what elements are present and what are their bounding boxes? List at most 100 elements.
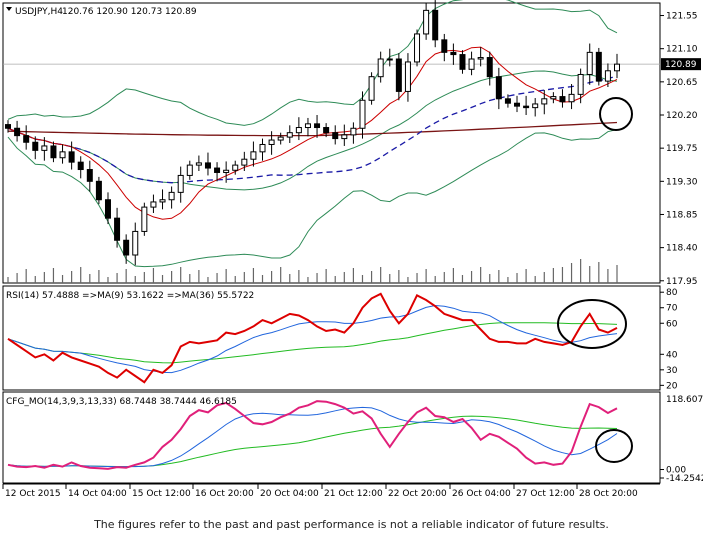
- mo-signal1-line: [7, 406, 618, 468]
- rsi-tick-label: 70: [666, 304, 678, 314]
- x-tick-label: 21 Oct 12:00: [324, 489, 383, 499]
- candle-body: [377, 58, 384, 78]
- fast-ma-line: [7, 46, 618, 220]
- rsi-tick-label: 40: [666, 350, 678, 360]
- rsi-tick-label: 80: [666, 288, 678, 298]
- rsi-line: [7, 292, 618, 384]
- candle-body: [586, 51, 593, 75]
- candle-body: [186, 164, 193, 176]
- mo-tick-label: 0.00: [666, 466, 686, 476]
- candle-body: [350, 127, 357, 136]
- mo-annotation-circle: [595, 429, 633, 463]
- candle-body: [250, 151, 257, 160]
- candle-body: [304, 123, 311, 129]
- price-tick-label: 121.10: [666, 45, 698, 55]
- candle-body: [341, 134, 348, 140]
- candle-body: [559, 96, 566, 103]
- rsi-tick-label: 20: [666, 381, 678, 391]
- price-tick-label: 121.55: [666, 12, 698, 22]
- candle-body: [77, 161, 84, 171]
- candle-body: [104, 199, 111, 219]
- candle-body: [132, 230, 139, 256]
- candle-body: [477, 57, 484, 60]
- candle-body: [514, 102, 521, 107]
- candle-body: [23, 135, 30, 143]
- candle-body: [423, 9, 430, 35]
- mo-panel-frame: [2, 391, 661, 484]
- candle-body: [86, 169, 93, 182]
- slow-ma-line: [7, 121, 618, 137]
- candle-body: [214, 167, 221, 173]
- x-tick-label: 15 Oct 12:00: [132, 489, 191, 499]
- candle-body: [50, 145, 57, 159]
- collapse-triangle-icon: [6, 7, 12, 11]
- candle-body: [314, 123, 321, 129]
- x-tick-label: 14 Oct 04:00: [68, 489, 127, 499]
- candle-body: [523, 105, 530, 109]
- candle-body: [195, 162, 202, 166]
- x-tick-label: 12 Oct 2015: [5, 489, 61, 499]
- candle-body: [432, 9, 439, 41]
- price-tick-label: 118.40: [666, 244, 698, 254]
- x-tick-label: 16 Oct 20:00: [195, 489, 254, 499]
- symbol-label: USDJPY,H4: [15, 7, 63, 17]
- candle-body: [123, 239, 130, 256]
- main-panel-frame: [2, 2, 661, 284]
- rsi-header: RSI(14) 57.4888 =>MA(9) 53.1622 =>MA(36)…: [6, 291, 254, 301]
- mo-line: [7, 400, 618, 470]
- ohlc-header: 120.76 120.90 120.73 120.89: [62, 7, 197, 17]
- candle-body: [468, 58, 475, 70]
- price-tick-label: 120.20: [666, 111, 698, 121]
- rsi-tick-label: 30: [666, 366, 678, 376]
- mo-signal2-line: [7, 415, 618, 468]
- candle-body: [332, 132, 339, 140]
- candle-body: [459, 54, 466, 70]
- x-tick-label: 27 Oct 12:00: [516, 489, 575, 499]
- candle-body: [68, 151, 75, 163]
- candle-body: [232, 164, 239, 171]
- x-tick-label: 20 Oct 04:00: [260, 489, 319, 499]
- rsi-tick-label: 60: [666, 319, 678, 329]
- rsi-annotation-circle: [557, 299, 627, 349]
- candle-body: [295, 127, 302, 134]
- candle-body: [386, 58, 393, 61]
- candle-body: [268, 139, 275, 145]
- candle-body: [541, 98, 548, 105]
- x-tick-label: 28 Oct 20:00: [579, 489, 638, 499]
- candle-body: [395, 58, 402, 92]
- candle-body: [504, 98, 511, 104]
- candle-body: [323, 127, 330, 134]
- price-tick-label: 119.75: [666, 144, 698, 154]
- candle-body: [14, 127, 21, 137]
- candle-body: [277, 136, 284, 141]
- candle-body: [114, 217, 121, 241]
- candle-body: [286, 132, 293, 138]
- candle-body: [368, 76, 375, 101]
- candle-body: [595, 51, 602, 82]
- candle-body: [414, 33, 421, 63]
- candle-body: [532, 103, 539, 109]
- candle-body: [577, 73, 584, 95]
- disclaimer-text: The figures refer to the past and past p…: [94, 518, 609, 531]
- price-tick-label: 118.85: [666, 210, 698, 220]
- rsi-ma9-line: [7, 304, 618, 374]
- candle-body: [359, 99, 366, 129]
- candle-body: [404, 61, 411, 92]
- candle-body: [168, 191, 175, 201]
- rsi-panel-frame: [2, 285, 661, 391]
- mid-ma-line: [7, 75, 618, 184]
- candle-body: [450, 51, 457, 56]
- price-tick-label: 120.65: [666, 78, 698, 88]
- candle-body: [223, 169, 230, 173]
- candle-body: [141, 206, 148, 232]
- candle-body: [604, 70, 611, 82]
- candle-body: [59, 151, 66, 159]
- candle-body: [568, 93, 575, 103]
- candle-body: [441, 39, 448, 53]
- lower-band-line: [7, 129, 618, 268]
- x-tick-label: 26 Oct 04:00: [452, 489, 511, 499]
- candle-body: [41, 145, 48, 151]
- mo-tick-label: -14.2542: [666, 474, 703, 484]
- candle-body: [204, 162, 211, 169]
